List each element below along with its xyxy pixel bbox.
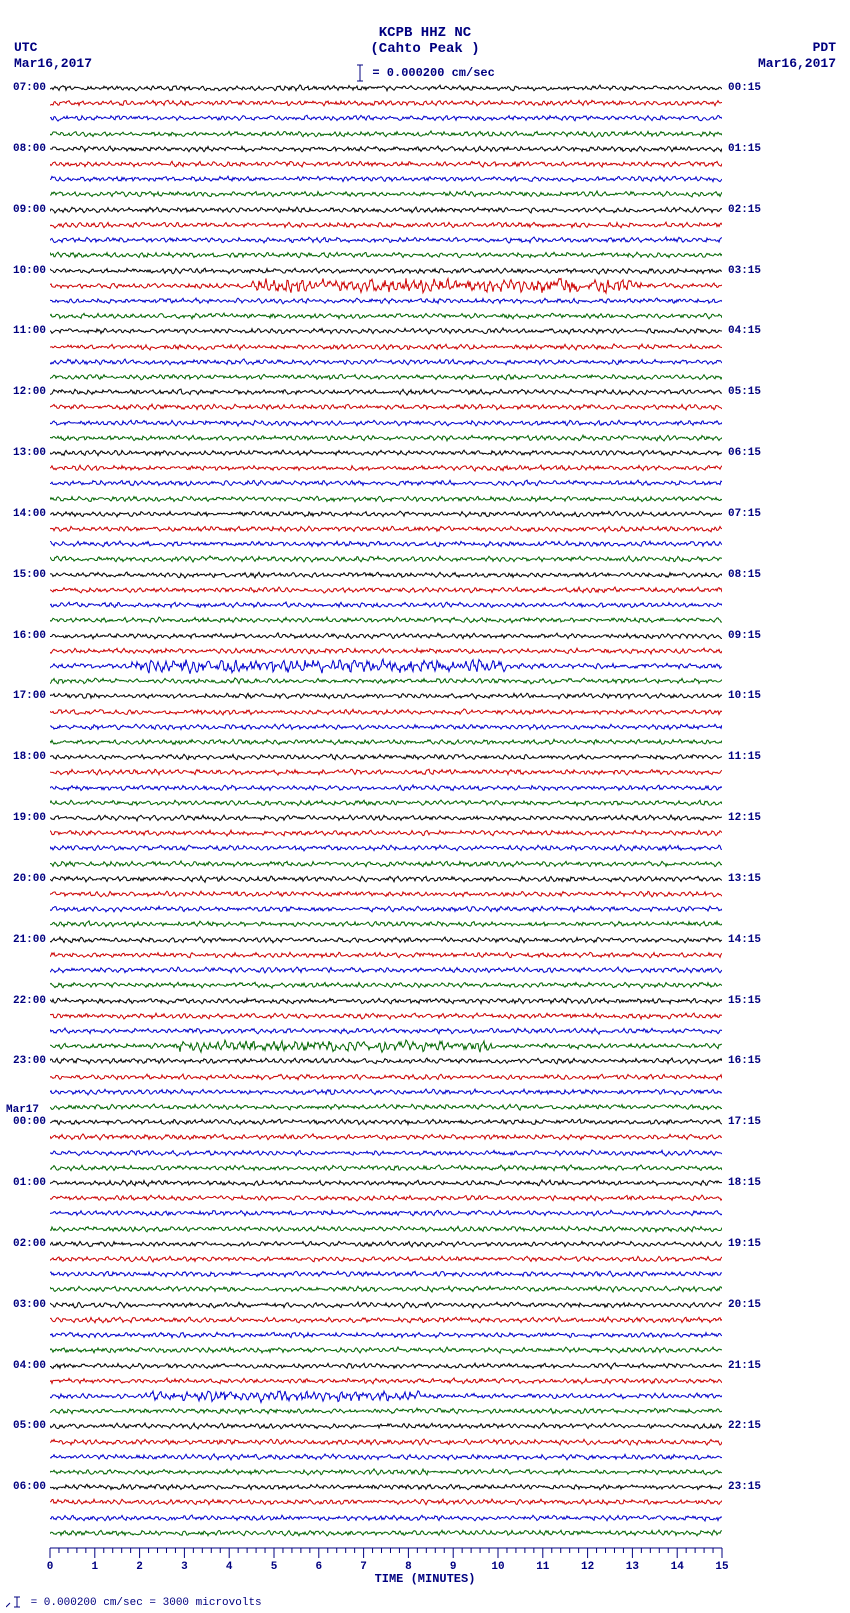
utc-hour-label: 18:00: [2, 751, 46, 763]
utc-hour-label: 15:00: [2, 569, 46, 581]
utc-hour-label: 12:00: [2, 386, 46, 398]
pdt-hour-label: 05:15: [728, 386, 778, 398]
pdt-hour-label: 21:15: [728, 1360, 778, 1372]
footer-scale: = 0.000200 cm/sec = 3000 microvolts: [6, 1595, 262, 1609]
pdt-hour-label: 17:15: [728, 1116, 778, 1128]
utc-hour-label: 13:00: [2, 447, 46, 459]
seismogram-plot: [50, 88, 722, 1548]
pdt-hour-label: 11:15: [728, 751, 778, 763]
utc-hour-label: 10:00: [2, 265, 46, 277]
utc-hour-label: 03:00: [2, 1299, 46, 1311]
pdt-hour-label: 04:15: [728, 325, 778, 337]
footer-scale-icon: [6, 1595, 24, 1609]
utc-hour-label: 22:00: [2, 995, 46, 1007]
pdt-hour-label: 14:15: [728, 934, 778, 946]
utc-hour-label: 01:00: [2, 1177, 46, 1189]
x-axis-label: TIME (MINUTES): [0, 1572, 850, 1586]
utc-hour-label: 21:00: [2, 934, 46, 946]
utc-hour-label: 11:00: [2, 325, 46, 337]
utc-hour-label: 05:00: [2, 1420, 46, 1432]
utc-hour-label: 04:00: [2, 1360, 46, 1372]
utc-hour-label: 02:00: [2, 1238, 46, 1250]
utc-hour-label: 19:00: [2, 812, 46, 824]
pdt-hour-label: 00:15: [728, 82, 778, 94]
pdt-hour-label: 10:15: [728, 690, 778, 702]
pdt-hour-label: 06:15: [728, 447, 778, 459]
pdt-hour-label: 02:15: [728, 204, 778, 216]
utc-hour-label: 09:00: [2, 204, 46, 216]
utc-hour-label: 17:00: [2, 690, 46, 702]
utc-hour-label: 06:00: [2, 1481, 46, 1493]
date-right: Mar16,2017: [758, 56, 836, 72]
pdt-hour-label: 09:15: [728, 630, 778, 642]
utc-hour-label: 16:00: [2, 630, 46, 642]
station-name: (Cahto Peak ): [0, 41, 850, 57]
pdt-hour-label: 08:15: [728, 569, 778, 581]
utc-hour-label: 08:00: [2, 143, 46, 155]
station-code: KCPB HHZ NC: [0, 25, 850, 41]
utc-hour-label: 23:00: [2, 1055, 46, 1067]
pdt-hour-label: 01:15: [728, 143, 778, 155]
pdt-hour-label: 15:15: [728, 995, 778, 1007]
utc-hour-label: 07:00: [2, 82, 46, 94]
header-right: PDT Mar16,2017: [758, 40, 836, 71]
pdt-hour-label: 18:15: [728, 1177, 778, 1189]
pdt-hour-label: 19:15: [728, 1238, 778, 1250]
seismogram-page: UTC Mar16,2017 KCPB HHZ NC (Cahto Peak )…: [0, 0, 850, 1613]
pdt-hour-label: 23:15: [728, 1481, 778, 1493]
pdt-hour-label: 20:15: [728, 1299, 778, 1311]
utc-date-label: Mar17: [6, 1104, 39, 1116]
pdt-hour-label: 12:15: [728, 812, 778, 824]
utc-hour-label: 00:00: [2, 1116, 46, 1128]
trace-line: [50, 1513, 722, 1553]
tz-right: PDT: [758, 40, 836, 56]
pdt-hour-label: 07:15: [728, 508, 778, 520]
pdt-hour-label: 13:15: [728, 873, 778, 885]
footer-text: = 0.000200 cm/sec = 3000 microvolts: [31, 1597, 262, 1609]
pdt-hour-label: 16:15: [728, 1055, 778, 1067]
utc-hour-label: 20:00: [2, 873, 46, 885]
pdt-hour-label: 22:15: [728, 1420, 778, 1432]
pdt-hour-label: 03:15: [728, 265, 778, 277]
utc-hour-label: 14:00: [2, 508, 46, 520]
